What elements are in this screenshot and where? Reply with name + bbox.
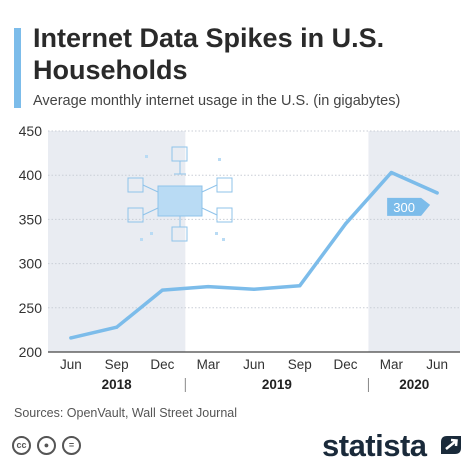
- license-icons: cc ● =: [12, 436, 81, 455]
- year-band-2020: [368, 131, 460, 352]
- x-tick-label: Jun: [243, 357, 265, 372]
- statista-logo-mark-icon: [441, 436, 461, 454]
- year-band-2018: [48, 131, 186, 352]
- data-point: [206, 284, 210, 289]
- data-point: [252, 287, 256, 291]
- source-note: Sources: OpenVault, Wall Street Journal: [14, 406, 238, 420]
- y-tick-label: 300: [19, 256, 43, 272]
- no-derivatives-icon: =: [62, 436, 81, 455]
- data-point: [298, 284, 302, 288]
- x-tick-label: Jun: [60, 357, 82, 372]
- y-tick-label: 450: [19, 123, 43, 139]
- x-tick-label: Dec: [150, 357, 174, 372]
- y-tick-label: 200: [19, 344, 43, 360]
- y-tick-label: 350: [19, 211, 43, 227]
- attribution-icon: ●: [37, 436, 56, 455]
- creative-commons-icon: cc: [12, 436, 31, 455]
- y-tick-label: 400: [19, 167, 43, 183]
- x-tick-label: Dec: [334, 357, 358, 372]
- data-point: [435, 191, 439, 195]
- line-chart: 200 250 300 350 400 450 Jun Sep Dec Mar Jun Sep Dec M…: [19, 123, 460, 392]
- data-point: [115, 325, 119, 329]
- chart-title: Internet Data Spikes in U.S. Households: [33, 23, 385, 85]
- data-point: [160, 288, 165, 292]
- data-point: [69, 336, 73, 340]
- title-accent-bar: [14, 28, 21, 108]
- annotation-label: 300: [393, 200, 415, 215]
- x-tick-label: Mar: [197, 357, 221, 372]
- statista-logo: statista: [322, 428, 427, 463]
- data-point: [389, 170, 393, 175]
- data-point: [343, 222, 348, 226]
- network-illustration: [127, 146, 233, 242]
- year-label: 2020: [399, 377, 429, 392]
- annotation-callout: [387, 197, 431, 216]
- x-tick-label: Sep: [288, 357, 312, 372]
- y-tick-label: 250: [19, 300, 43, 316]
- year-label: 2018: [102, 377, 133, 392]
- year-label: 2019: [262, 377, 292, 392]
- x-tick-label: Jun: [426, 357, 448, 372]
- chart-subtitle: Average monthly internet usage in the U.…: [33, 93, 401, 109]
- x-tick-label: Mar: [380, 357, 404, 372]
- x-tick-label: Sep: [105, 357, 129, 372]
